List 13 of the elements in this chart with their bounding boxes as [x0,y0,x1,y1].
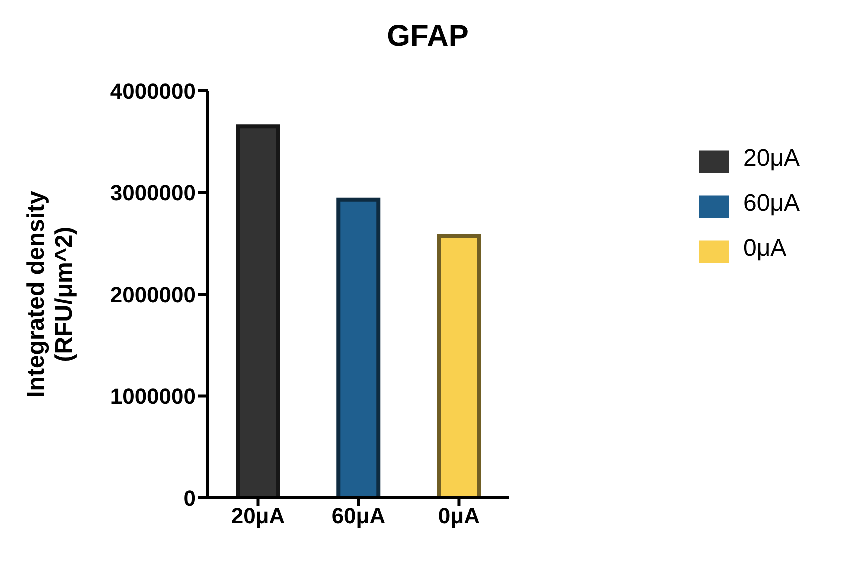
x-tick-label: 60μA [332,504,386,529]
legend-label: 60μA [743,190,800,217]
y-tick-label: 2000000 [110,282,196,308]
x-tick-label: 20μA [231,504,286,529]
y-tick-label: 0 [184,486,196,511]
y-axis-title: Integrated density (RFU/μm^2) [23,190,78,398]
chart-title: GFAP [386,20,470,54]
legend-label: 20μA [743,145,800,172]
y-tick-label: 3000000 [110,180,196,206]
x-tick-label: 0μA [438,504,480,529]
y-tick-label: 4000000 [110,78,196,104]
y-tick-label: 1000000 [110,384,196,410]
legend-label: 0μA [743,235,787,262]
